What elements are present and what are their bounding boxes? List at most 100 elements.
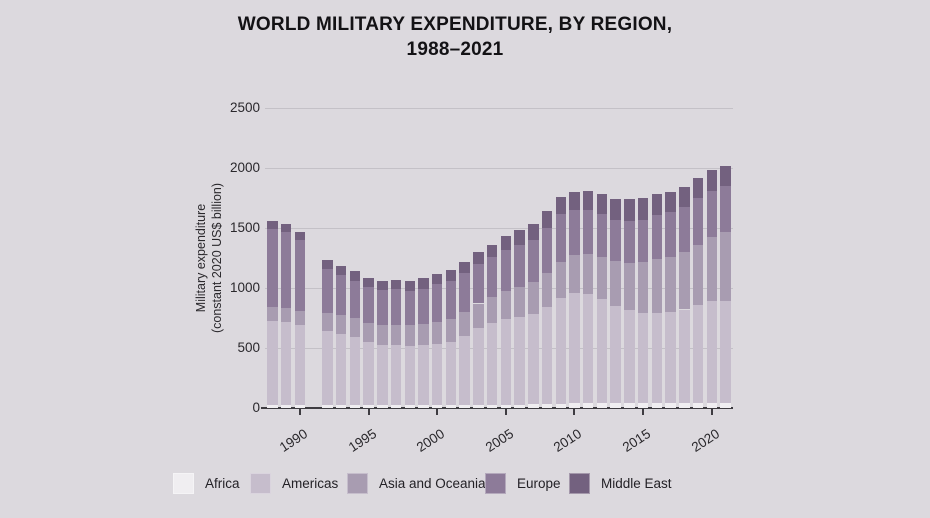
bar-2003-africa — [473, 404, 484, 408]
bar-2021-middle-east — [720, 166, 731, 186]
bar-2008-europe — [541, 227, 553, 274]
bar-2012-middle-east — [596, 193, 608, 214]
x-tick-label-1995: 1995 — [345, 426, 379, 455]
bar-2006-europe — [514, 245, 525, 287]
bar-2004-asia-and-oceania — [486, 297, 498, 323]
bar-2006-americas — [514, 316, 525, 405]
bar-2007-middle-east — [528, 224, 539, 240]
bar-2016-asia-and-oceania — [651, 259, 663, 313]
bar-2018-africa — [679, 403, 690, 408]
bar-2007-africa — [528, 404, 539, 408]
bar-1992-americas — [322, 330, 333, 405]
bar-2005-europe — [500, 250, 512, 291]
bar-2015-europe — [637, 220, 649, 263]
bar-2016-americas — [651, 312, 663, 404]
x-tick-label-1990: 1990 — [276, 426, 311, 455]
gridline-2000 — [265, 168, 733, 169]
bar-2008-asia-and-oceania — [541, 273, 553, 307]
bar-2005-africa — [500, 404, 512, 408]
bar-2018-middle-east — [679, 187, 690, 208]
bar-2014-middle-east — [624, 199, 635, 222]
gridline-500 — [265, 348, 733, 349]
bar-1997-africa — [390, 405, 402, 408]
bar-2009-asia-and-oceania — [555, 262, 567, 299]
chart-title-line1: WORLD MILITARY EXPENDITURE, BY REGION, — [237, 14, 673, 35]
bar-1998-asia-and-oceania — [404, 325, 416, 346]
bar-1992-europe — [322, 269, 333, 313]
bar-1994-asia-and-oceania — [349, 318, 361, 337]
bar-1998-middle-east — [404, 280, 416, 291]
bar-1998-europe — [404, 290, 416, 326]
bar-2018-asia-and-oceania — [679, 251, 690, 310]
legend-label-europe: Europe — [517, 475, 561, 491]
bar-2014-americas — [624, 310, 635, 404]
bar-2010-africa — [569, 403, 580, 408]
bar-1999-middle-east — [418, 278, 429, 289]
bar-2008-middle-east — [541, 211, 553, 228]
bar-2014-asia-and-oceania — [624, 262, 635, 311]
bar-2020-asia-and-oceania — [706, 236, 717, 302]
bar-2015-americas — [637, 312, 649, 404]
chart-title-line2: 1988–2021 — [406, 39, 504, 60]
bar-1998-americas — [404, 345, 416, 406]
bar-2019-asia-and-oceania — [692, 244, 704, 306]
bar-1993-asia-and-oceania — [335, 315, 347, 334]
bar-2018-europe — [679, 207, 690, 252]
bar-1995-asia-and-oceania — [363, 323, 374, 343]
x-tick-2020 — [710, 408, 713, 415]
bar-2004-middle-east — [486, 244, 498, 258]
bar-1996-middle-east — [377, 280, 388, 291]
x-tick-label-2000: 2000 — [414, 426, 448, 455]
bar-2003-americas — [473, 328, 484, 405]
bar-2000-africa — [431, 405, 443, 408]
bar-1993-middle-east — [335, 265, 347, 276]
legend-swatch-europe — [485, 472, 506, 494]
bar-2008-africa — [541, 404, 553, 408]
bar-2010-asia-and-oceania — [569, 254, 580, 294]
bar-1999-americas — [418, 345, 429, 406]
bar-2003-europe — [473, 264, 484, 304]
y-tick-label-1000: 1000 — [229, 280, 260, 295]
bar-2012-americas — [596, 298, 608, 404]
x-tick-2000 — [436, 408, 439, 415]
bar-1990-americas — [294, 325, 306, 405]
legend-item-africa: Africa — [173, 472, 240, 494]
bar-1996-europe — [377, 290, 388, 326]
bar-2021-europe — [720, 186, 731, 233]
bar-1992-middle-east — [322, 260, 333, 270]
bar-2010-middle-east — [569, 192, 580, 210]
bar-2001-asia-and-oceania — [445, 319, 457, 342]
bar-2020-africa — [706, 402, 717, 408]
bar-1989-asia-and-oceania — [280, 308, 292, 323]
bar-2018-americas — [679, 309, 690, 404]
bar-2012-africa — [596, 403, 608, 408]
y-axis-title-line1: Military expenditure — [194, 203, 208, 313]
bar-1999-africa — [418, 405, 429, 408]
y-tick-label-500: 500 — [237, 340, 260, 355]
bar-2015-africa — [637, 403, 649, 408]
bar-2021-americas — [720, 301, 731, 404]
bar-1993-europe — [335, 275, 347, 316]
legend-label-africa: Africa — [205, 475, 240, 491]
bar-2020-middle-east — [706, 170, 717, 192]
bar-2009-americas — [555, 298, 567, 404]
bar-2000-americas — [431, 343, 443, 406]
bar-2002-africa — [459, 405, 470, 408]
bar-1997-middle-east — [390, 279, 402, 290]
bar-2011-europe — [582, 210, 594, 254]
bar-2005-middle-east — [500, 236, 512, 251]
bar-2013-americas — [610, 306, 621, 404]
bar-1988-asia-and-oceania — [267, 306, 278, 321]
bar-2017-europe — [665, 211, 676, 257]
bar-2001-africa — [445, 405, 457, 408]
bar-1988-middle-east — [267, 220, 278, 230]
legend-swatch-americas — [250, 472, 271, 494]
legend-swatch-africa — [173, 472, 194, 494]
bar-2004-americas — [486, 322, 498, 405]
bar-2008-americas — [541, 306, 553, 405]
y-tick-label-2000: 2000 — [229, 160, 260, 175]
legend: Africa Americas Asia and Oceania Europe Midd… — [0, 472, 930, 496]
bar-2017-africa — [665, 403, 676, 408]
bar-1998-africa — [404, 405, 416, 408]
bar-1988-africa — [267, 405, 278, 408]
